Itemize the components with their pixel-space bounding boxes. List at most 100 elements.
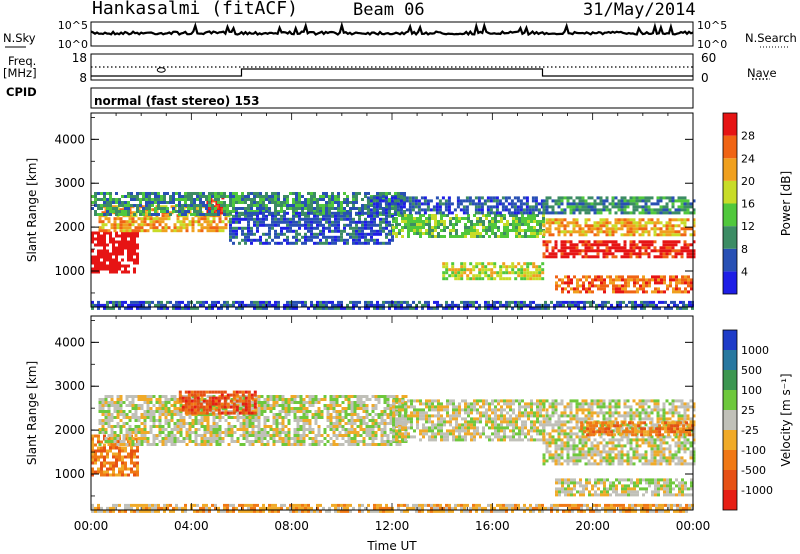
power-cell xyxy=(402,202,406,206)
power-cell xyxy=(407,235,410,238)
velocity-cell xyxy=(329,413,333,416)
power-cell xyxy=(538,274,542,278)
power-cell xyxy=(460,271,464,275)
velocity-cell xyxy=(125,395,129,398)
power-cell xyxy=(106,204,109,207)
power-cell xyxy=(569,196,573,200)
velocity-cell xyxy=(341,416,345,419)
power-cell xyxy=(563,240,567,244)
power-cell xyxy=(190,213,193,216)
velocity-cell xyxy=(302,443,306,446)
power-cell xyxy=(122,220,126,224)
power-cell xyxy=(116,217,120,221)
velocity-cell xyxy=(380,443,384,446)
velocity-cell xyxy=(125,416,129,419)
velocity-cell xyxy=(131,428,135,431)
power-cell xyxy=(674,211,678,215)
power-cell xyxy=(134,229,138,233)
power-cell xyxy=(515,223,518,226)
power-cell xyxy=(499,268,503,272)
power-cell xyxy=(452,226,455,229)
power-cell xyxy=(579,284,582,288)
power-cell xyxy=(451,303,454,307)
velocity-cell xyxy=(97,434,100,438)
velocity-cell xyxy=(335,416,339,419)
power-cell xyxy=(692,233,696,237)
power-cell xyxy=(118,306,121,310)
power-cell xyxy=(154,213,157,216)
power-cell xyxy=(391,214,394,218)
velocity-cell xyxy=(113,416,117,419)
power-cell xyxy=(470,226,473,229)
velocity-cell xyxy=(137,419,141,422)
power-cell xyxy=(265,204,268,207)
velocity-cell xyxy=(263,431,267,434)
velocity-cell xyxy=(296,425,300,428)
noise-tick-right-top: 10^5 xyxy=(697,19,727,32)
velocity-cell xyxy=(296,440,300,443)
power-cell xyxy=(659,205,663,209)
power-cell xyxy=(445,268,449,272)
power-cell xyxy=(292,235,295,239)
power-cell xyxy=(504,199,508,203)
power-cell xyxy=(298,192,301,195)
power-cell xyxy=(617,208,621,212)
velocity-cell xyxy=(341,407,345,410)
velocity-cell xyxy=(380,434,384,437)
power-cell xyxy=(561,281,564,285)
power-cell xyxy=(385,214,388,218)
power-cell xyxy=(241,232,244,236)
power-cell xyxy=(656,221,660,225)
power-cell xyxy=(232,229,235,233)
velocity-cell xyxy=(167,437,171,440)
velocity-cell xyxy=(299,401,303,404)
power-cell xyxy=(660,275,663,279)
velocity-cell xyxy=(104,416,108,419)
power-cell xyxy=(690,287,693,291)
power-cell xyxy=(241,217,244,221)
velocity-cell xyxy=(302,431,306,434)
power-cell xyxy=(118,267,121,271)
power-cell xyxy=(286,195,289,198)
power-cell xyxy=(232,303,235,307)
power-cell xyxy=(173,223,177,227)
power-cell xyxy=(136,234,139,238)
velocity-cell xyxy=(242,431,246,434)
power-cell xyxy=(271,195,274,198)
power-cell xyxy=(316,213,319,216)
power-cell xyxy=(292,241,295,245)
power-cell xyxy=(611,246,615,250)
velocity-cell xyxy=(176,407,180,410)
power-cell xyxy=(277,220,280,224)
power-cell xyxy=(283,306,286,310)
power-cell xyxy=(644,246,648,250)
power-cell xyxy=(598,303,601,307)
velocity-cell xyxy=(134,416,138,419)
power-cell xyxy=(660,281,663,285)
power-cell xyxy=(385,300,388,304)
velocity-cell xyxy=(332,404,336,407)
velocity-cell xyxy=(371,434,375,437)
velocity-cell xyxy=(386,401,390,404)
velocity-cell xyxy=(118,470,121,474)
velocity-cell xyxy=(296,395,300,398)
velocity-cell xyxy=(119,443,123,446)
power-cell xyxy=(268,226,271,230)
power-cell xyxy=(166,300,169,304)
power-cell xyxy=(503,226,506,229)
power-cell xyxy=(624,281,627,285)
power-cell xyxy=(145,300,148,304)
velocity-cell xyxy=(320,434,324,437)
power-cell xyxy=(674,233,678,237)
power-cell xyxy=(262,217,265,221)
power-cell xyxy=(596,196,600,200)
power-cell xyxy=(558,278,561,282)
velocity-cell xyxy=(170,437,174,440)
power-cell xyxy=(304,223,307,227)
power-cell xyxy=(112,207,115,210)
power-cell xyxy=(487,274,491,278)
power-cell xyxy=(581,205,585,209)
power-cell xyxy=(340,217,343,221)
power-cell xyxy=(388,238,391,242)
velocity-cell xyxy=(164,401,168,404)
